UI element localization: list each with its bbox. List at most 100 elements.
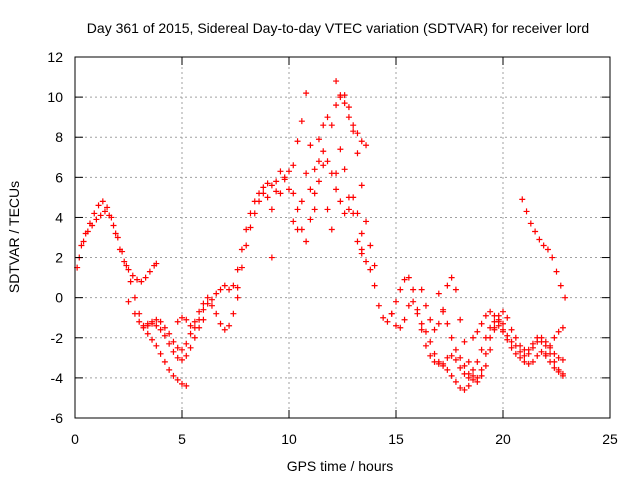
data-point (474, 328, 481, 335)
data-point (452, 378, 459, 385)
x-tick-label: 15 (388, 431, 404, 447)
data-point (230, 310, 237, 317)
data-point (435, 320, 442, 327)
data-point (142, 274, 149, 281)
data-point (157, 318, 164, 325)
data-point (418, 326, 425, 333)
data-point (422, 328, 429, 335)
data-point (491, 312, 498, 319)
y-tick-label: 2 (55, 250, 63, 266)
data-point (260, 190, 267, 197)
data-point (290, 218, 297, 225)
data-point (264, 194, 271, 201)
data-point (551, 350, 558, 357)
data-point (290, 162, 297, 169)
data-point (559, 370, 566, 377)
series-track-17 (542, 324, 566, 357)
data-point (559, 324, 566, 331)
data-point (354, 150, 361, 157)
data-point (452, 356, 459, 363)
data-point (136, 318, 143, 325)
data-point (405, 274, 412, 281)
data-point (350, 122, 357, 129)
data-point (461, 386, 468, 393)
data-point (388, 310, 395, 317)
data-point (157, 350, 164, 357)
data-point (397, 324, 404, 331)
data-point (553, 268, 560, 275)
data-point (422, 342, 429, 349)
data-point (217, 286, 224, 293)
data-point (174, 376, 181, 383)
data-point (114, 234, 121, 241)
data-point (134, 276, 141, 283)
data-point (482, 350, 489, 357)
x-tick-label: 0 (71, 431, 79, 447)
data-point (337, 146, 344, 153)
data-point (547, 342, 554, 349)
data-point (153, 342, 160, 349)
data-point (529, 358, 536, 365)
data-point (448, 352, 455, 359)
data-point (341, 210, 348, 217)
data-point (345, 194, 352, 201)
data-point (112, 230, 119, 237)
data-point (311, 206, 318, 213)
data-point (363, 258, 370, 265)
data-point (294, 138, 301, 145)
data-point (294, 206, 301, 213)
data-point (418, 320, 425, 327)
data-point (358, 250, 365, 257)
data-point (328, 226, 335, 233)
data-point (527, 220, 534, 227)
data-point (161, 358, 168, 365)
data-point (286, 186, 292, 193)
data-point (555, 368, 562, 375)
data-point (435, 290, 442, 297)
data-point (431, 326, 438, 333)
data-point (491, 324, 498, 331)
data-point (149, 318, 156, 325)
data-point (129, 272, 136, 279)
y-tick-label: 0 (55, 290, 63, 306)
data-point (465, 358, 472, 365)
y-tick-label: 10 (47, 89, 63, 105)
data-point (465, 382, 472, 389)
data-point (153, 316, 160, 323)
y-tick-label: -4 (51, 370, 64, 386)
data-point (174, 318, 181, 325)
data-point (170, 338, 177, 345)
data-point (183, 340, 190, 347)
data-point (110, 222, 117, 229)
data-point (500, 326, 506, 333)
data-point (106, 212, 113, 219)
data-point (146, 268, 153, 275)
data-point (470, 376, 477, 383)
axis-ticks (74, 56, 611, 419)
data-point (191, 324, 198, 331)
data-point (521, 352, 528, 359)
data-point (174, 354, 181, 361)
data-point (174, 344, 181, 351)
data-point (140, 324, 147, 331)
data-point (474, 374, 481, 381)
data-point (101, 208, 108, 215)
data-point (208, 296, 215, 303)
data-point (508, 344, 515, 351)
data-point (196, 308, 203, 315)
data-points (74, 78, 569, 393)
data-point (427, 338, 434, 345)
data-point (125, 266, 132, 273)
data-point (393, 322, 399, 329)
data-point (444, 366, 451, 373)
data-point (474, 358, 481, 365)
y-tick-label: 6 (55, 169, 63, 185)
data-point (99, 198, 106, 205)
data-point (504, 332, 511, 339)
data-point (131, 294, 138, 301)
data-point (328, 122, 335, 129)
data-point (371, 262, 378, 269)
data-point (358, 230, 365, 237)
data-point (80, 238, 87, 245)
data-point (179, 380, 185, 387)
